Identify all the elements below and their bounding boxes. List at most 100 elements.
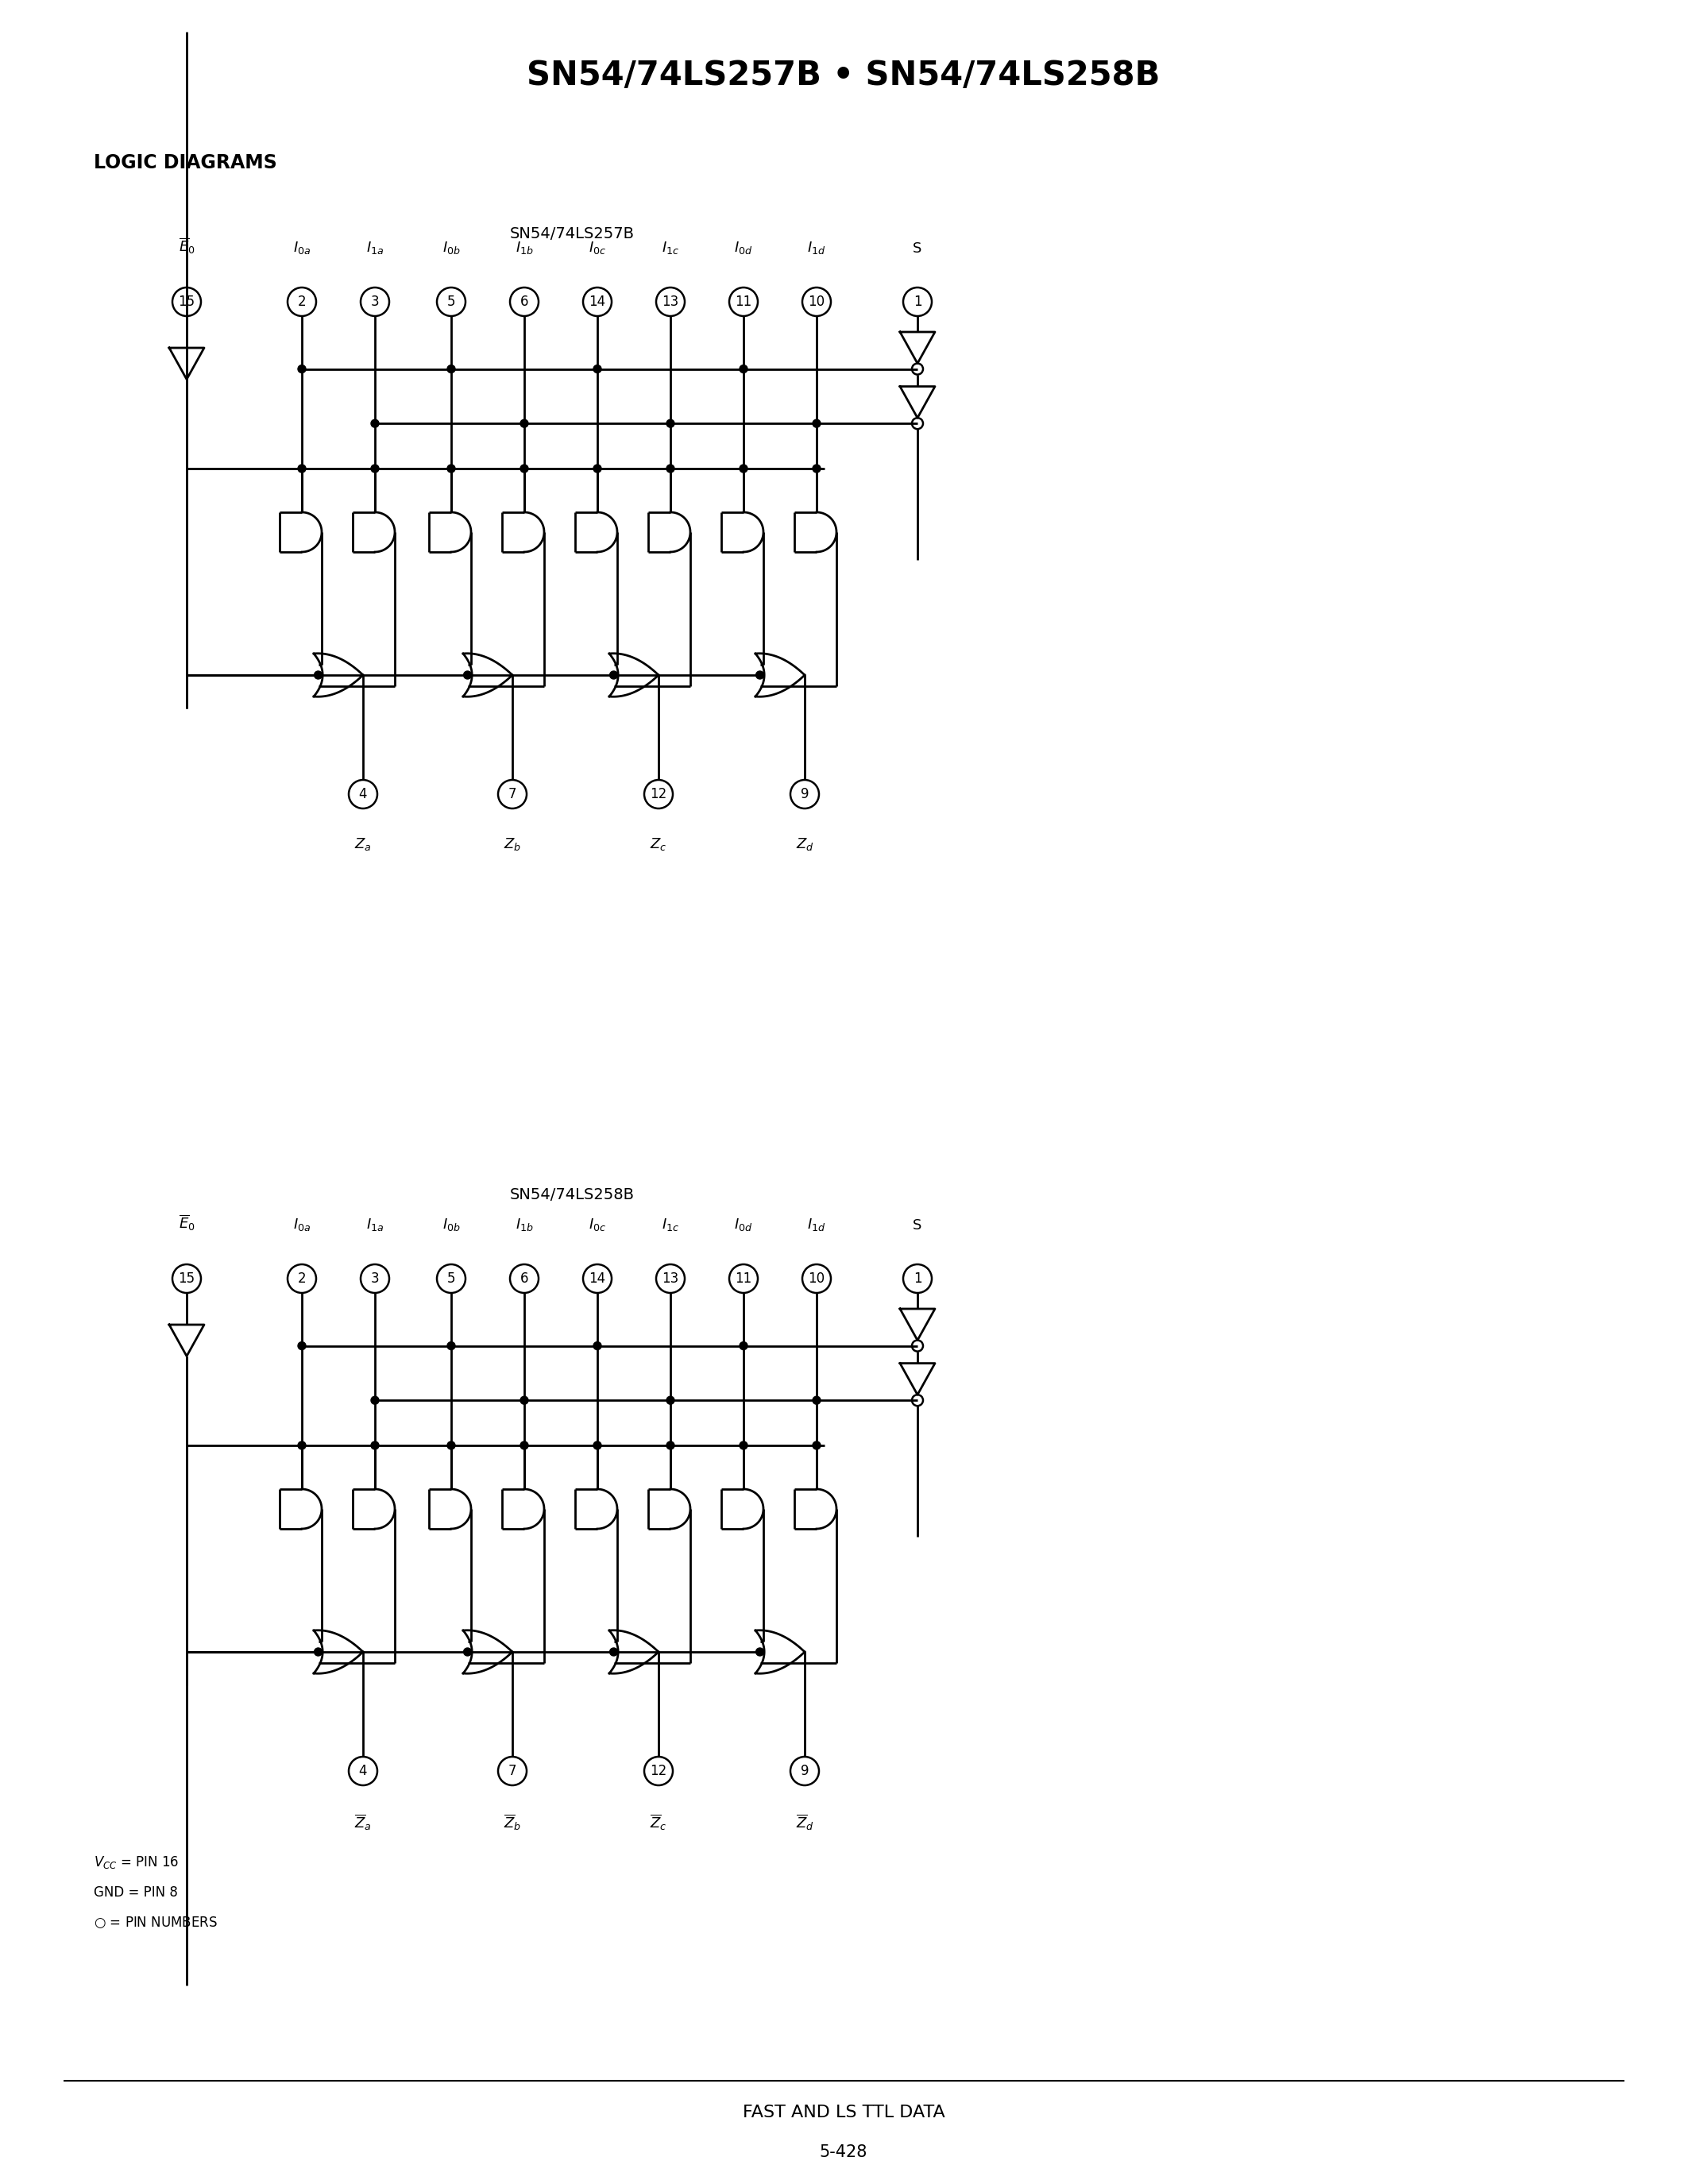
- Text: 11: 11: [734, 1271, 751, 1286]
- Text: 12: 12: [650, 1765, 667, 1778]
- Text: $I_{1d}$: $I_{1d}$: [807, 240, 825, 256]
- Text: 13: 13: [662, 295, 679, 308]
- Circle shape: [447, 365, 456, 373]
- Circle shape: [667, 1441, 675, 1450]
- Text: 7: 7: [508, 786, 517, 802]
- Text: $V_{CC}$ = PIN 16: $V_{CC}$ = PIN 16: [95, 1854, 179, 1870]
- Text: $\overline{E}_0$: $\overline{E}_0$: [179, 1212, 194, 1232]
- Circle shape: [812, 419, 820, 428]
- Circle shape: [314, 1649, 322, 1655]
- Text: $Z_a$: $Z_a$: [354, 836, 371, 852]
- Text: 1: 1: [913, 295, 922, 308]
- Circle shape: [812, 1396, 820, 1404]
- Text: 5-428: 5-428: [820, 2145, 868, 2160]
- Circle shape: [297, 1441, 306, 1450]
- Circle shape: [520, 1396, 528, 1404]
- Text: $Z_b$: $Z_b$: [503, 836, 522, 852]
- Text: $I_{0b}$: $I_{0b}$: [442, 240, 461, 256]
- Circle shape: [464, 1649, 471, 1655]
- Circle shape: [371, 465, 378, 472]
- Circle shape: [520, 1441, 528, 1450]
- Text: 3: 3: [371, 1271, 380, 1286]
- Text: 13: 13: [662, 1271, 679, 1286]
- Text: 2: 2: [297, 1271, 306, 1286]
- Text: FAST AND LS TTL DATA: FAST AND LS TTL DATA: [743, 2105, 945, 2121]
- Text: 7: 7: [508, 1765, 517, 1778]
- Text: $Z_c$: $Z_c$: [650, 836, 667, 852]
- Circle shape: [314, 670, 322, 679]
- Text: $\overline{Z}_a$: $\overline{Z}_a$: [354, 1813, 371, 1832]
- Text: $I_{1d}$: $I_{1d}$: [807, 1216, 825, 1232]
- Text: SN54/74LS258B: SN54/74LS258B: [510, 1188, 635, 1203]
- Circle shape: [739, 365, 748, 373]
- Text: 2: 2: [297, 295, 306, 308]
- Text: SN54/74LS257B • SN54/74LS258B: SN54/74LS257B • SN54/74LS258B: [527, 59, 1160, 92]
- Text: 12: 12: [650, 786, 667, 802]
- Text: $\overline{Z}_b$: $\overline{Z}_b$: [503, 1813, 522, 1832]
- Circle shape: [297, 465, 306, 472]
- Text: $I_{1a}$: $I_{1a}$: [366, 1216, 383, 1232]
- Circle shape: [609, 1649, 618, 1655]
- Circle shape: [594, 1341, 601, 1350]
- Text: $\bigcirc$ = PIN NUMBERS: $\bigcirc$ = PIN NUMBERS: [95, 1915, 218, 1931]
- Text: 15: 15: [179, 1271, 196, 1286]
- Text: $I_{0c}$: $I_{0c}$: [589, 1216, 606, 1232]
- Text: 9: 9: [800, 1765, 809, 1778]
- Text: S: S: [913, 1219, 922, 1232]
- Circle shape: [594, 365, 601, 373]
- Circle shape: [371, 1441, 378, 1450]
- Text: $I_{1a}$: $I_{1a}$: [366, 240, 383, 256]
- Text: 14: 14: [589, 1271, 606, 1286]
- Text: 5: 5: [447, 1271, 456, 1286]
- Text: $I_{1b}$: $I_{1b}$: [515, 1216, 533, 1232]
- Text: $I_{0a}$: $I_{0a}$: [294, 240, 311, 256]
- Circle shape: [297, 365, 306, 373]
- Circle shape: [667, 419, 675, 428]
- Text: GND = PIN 8: GND = PIN 8: [95, 1885, 177, 1900]
- Circle shape: [594, 465, 601, 472]
- Text: SN54/74LS257B: SN54/74LS257B: [510, 227, 635, 242]
- Circle shape: [756, 670, 765, 679]
- Text: 15: 15: [179, 295, 196, 308]
- Text: 10: 10: [809, 295, 825, 308]
- Text: $I_{1c}$: $I_{1c}$: [662, 1216, 679, 1232]
- Circle shape: [667, 465, 675, 472]
- Circle shape: [464, 670, 471, 679]
- Text: 10: 10: [809, 1271, 825, 1286]
- Text: $Z_d$: $Z_d$: [795, 836, 814, 852]
- Text: $I_{0c}$: $I_{0c}$: [589, 240, 606, 256]
- Text: $I_{1b}$: $I_{1b}$: [515, 240, 533, 256]
- Text: $I_{1c}$: $I_{1c}$: [662, 240, 679, 256]
- Text: 1: 1: [913, 1271, 922, 1286]
- Circle shape: [594, 1441, 601, 1450]
- Text: 6: 6: [520, 1271, 528, 1286]
- Text: $\overline{Z}_c$: $\overline{Z}_c$: [650, 1813, 667, 1832]
- Text: 4: 4: [360, 786, 368, 802]
- Text: 4: 4: [360, 1765, 368, 1778]
- Circle shape: [447, 465, 456, 472]
- Text: $\overline{E}_0$: $\overline{E}_0$: [179, 236, 194, 256]
- Circle shape: [371, 419, 378, 428]
- Text: 14: 14: [589, 295, 606, 308]
- Circle shape: [447, 1341, 456, 1350]
- Circle shape: [739, 1341, 748, 1350]
- Text: 3: 3: [371, 295, 380, 308]
- Text: $I_{0d}$: $I_{0d}$: [734, 1216, 753, 1232]
- Text: $I_{0b}$: $I_{0b}$: [442, 1216, 461, 1232]
- Circle shape: [756, 1649, 765, 1655]
- Circle shape: [297, 1341, 306, 1350]
- Text: 6: 6: [520, 295, 528, 308]
- Text: $\overline{Z}_d$: $\overline{Z}_d$: [795, 1813, 814, 1832]
- Circle shape: [520, 465, 528, 472]
- Text: $I_{0a}$: $I_{0a}$: [294, 1216, 311, 1232]
- Circle shape: [739, 1441, 748, 1450]
- Circle shape: [371, 1396, 378, 1404]
- Text: 11: 11: [734, 295, 751, 308]
- Text: 9: 9: [800, 786, 809, 802]
- Circle shape: [447, 1441, 456, 1450]
- Text: 5: 5: [447, 295, 456, 308]
- Text: LOGIC DIAGRAMS: LOGIC DIAGRAMS: [95, 153, 277, 173]
- Circle shape: [667, 1396, 675, 1404]
- Circle shape: [609, 670, 618, 679]
- Circle shape: [812, 465, 820, 472]
